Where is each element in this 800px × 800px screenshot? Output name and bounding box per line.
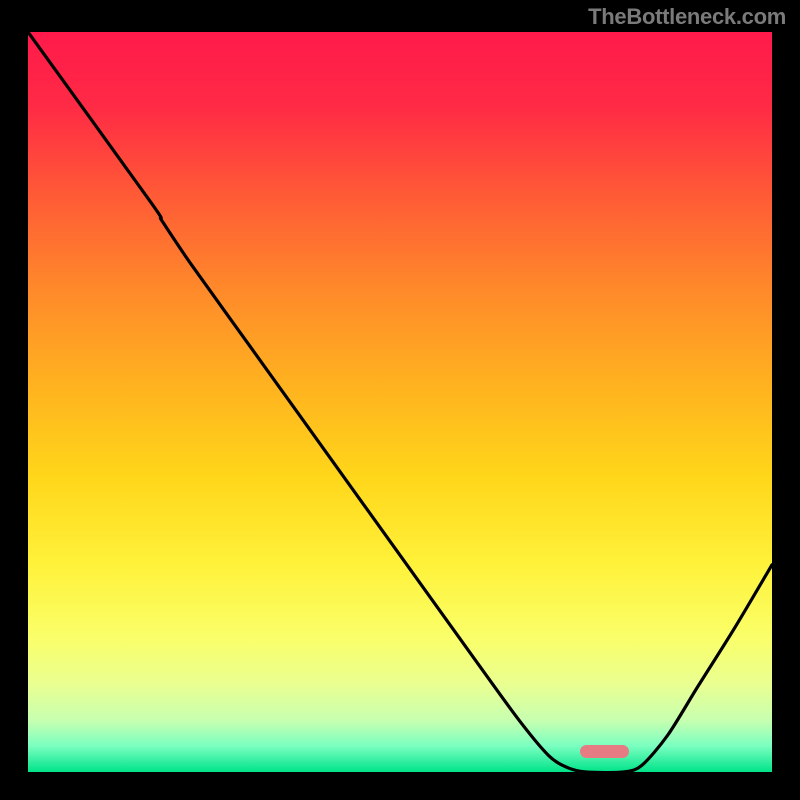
chart-container: TheBottleneck.com (0, 0, 800, 800)
watermark-text: TheBottleneck.com (588, 4, 786, 30)
bottleneck-curve (28, 32, 772, 772)
optimal-range-marker (580, 745, 629, 758)
plot-area (28, 32, 772, 772)
